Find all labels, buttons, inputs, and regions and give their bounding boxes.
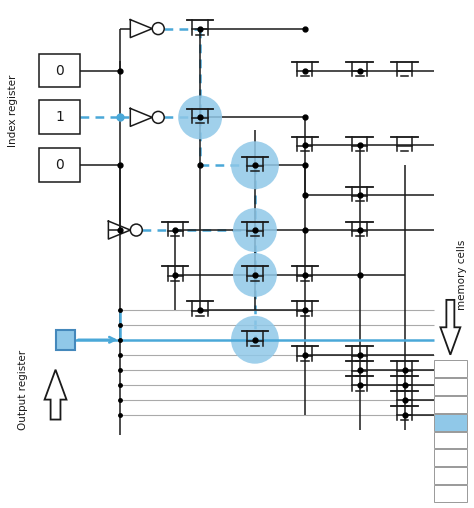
- Circle shape: [231, 316, 279, 364]
- Bar: [434, 414, 467, 430]
- Text: 0: 0: [55, 158, 64, 172]
- Text: Output register: Output register: [18, 350, 27, 430]
- Bar: [434, 450, 467, 466]
- Bar: [434, 377, 467, 395]
- Bar: [434, 396, 467, 412]
- Bar: [434, 360, 467, 376]
- Circle shape: [233, 208, 277, 252]
- Circle shape: [231, 141, 279, 189]
- Text: 1: 1: [55, 110, 64, 124]
- Text: Index register: Index register: [8, 74, 18, 147]
- Polygon shape: [440, 300, 460, 355]
- Bar: [434, 431, 467, 449]
- Circle shape: [178, 96, 222, 139]
- Bar: [38, 148, 81, 182]
- Bar: [38, 53, 81, 87]
- Circle shape: [233, 253, 277, 297]
- Bar: [434, 467, 467, 484]
- Text: 0: 0: [55, 64, 64, 78]
- Bar: [434, 485, 467, 502]
- Bar: [55, 330, 75, 350]
- Bar: [38, 101, 81, 134]
- Polygon shape: [45, 370, 66, 420]
- Text: memory cells: memory cells: [457, 240, 467, 310]
